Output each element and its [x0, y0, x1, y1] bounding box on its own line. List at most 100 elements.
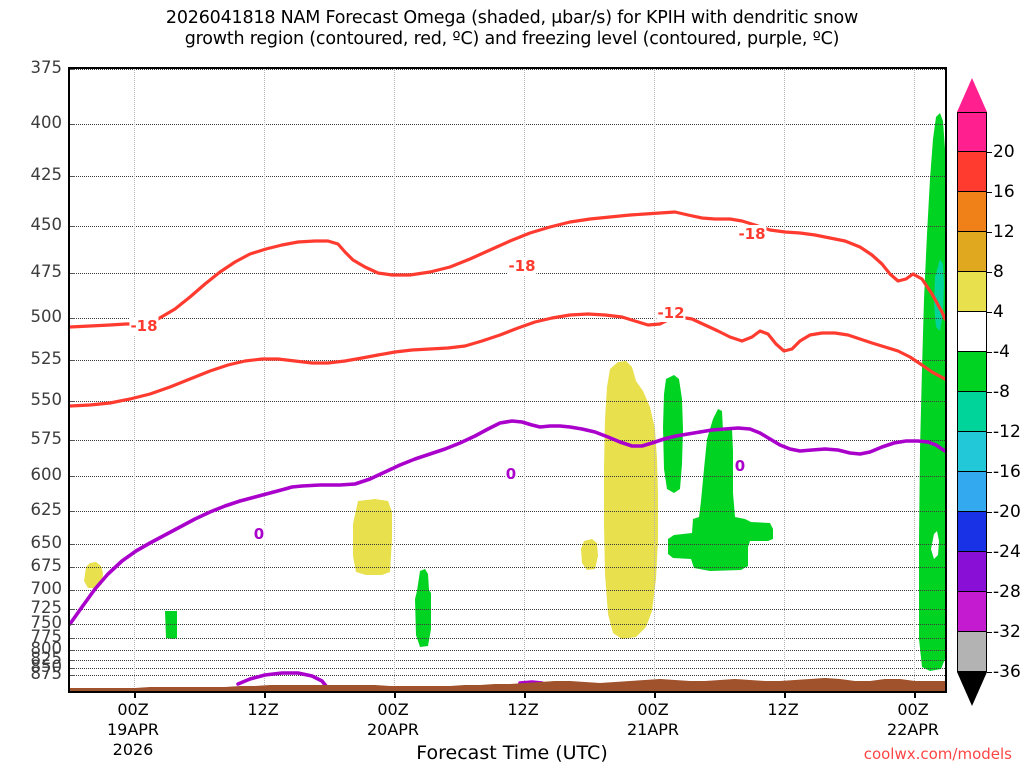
- y-axis-tick: [70, 175, 75, 177]
- colorbar-tick: [987, 352, 992, 353]
- y-axis-tick: [70, 675, 75, 677]
- gridline-horizontal: [70, 659, 945, 661]
- colorbar-under-arrow: [957, 672, 987, 706]
- gridline-horizontal: [70, 638, 945, 640]
- gridline-horizontal: [70, 401, 945, 403]
- colorbar-band: [957, 432, 987, 472]
- contour-purple-surface: [236, 671, 328, 688]
- colorbar-tick: [987, 232, 992, 233]
- y-axis-tick: [70, 273, 75, 275]
- colorbar-label: 4: [993, 302, 1004, 322]
- y-axis-label: 825: [30, 648, 63, 668]
- omega-region-green-b: [415, 569, 431, 647]
- gridline-horizontal: [70, 360, 945, 362]
- y-axis-label: 775: [30, 627, 63, 647]
- gridline-horizontal: [70, 175, 945, 177]
- y-axis-tick: [70, 590, 75, 592]
- chart-title-line1: 2026041818 NAM Forecast Omega (shaded, μ…: [165, 8, 859, 28]
- gridline-horizontal: [70, 225, 945, 227]
- y-axis-label: 875: [30, 664, 63, 684]
- y-axis-label: 700: [30, 579, 63, 599]
- colorbar-band: [957, 552, 987, 592]
- contour-red-upper: [70, 210, 945, 329]
- gridline-vertical: [134, 69, 135, 691]
- gridline-horizontal: [70, 439, 945, 441]
- y-axis-label: 500: [30, 306, 63, 326]
- contour-label-purple: 0: [733, 457, 747, 475]
- gridline-vertical: [264, 69, 265, 691]
- colorbar-band: [957, 112, 987, 152]
- colorbar-tick: [987, 512, 992, 513]
- gridline-vertical: [394, 69, 395, 691]
- colorbar-band: [957, 512, 987, 552]
- colorbar-band: [957, 392, 987, 432]
- y-axis-label: 725: [30, 597, 63, 617]
- colorbar-band: [957, 312, 987, 352]
- colorbar-band: [957, 192, 987, 232]
- y-axis-tick: [70, 638, 75, 640]
- y-axis-tick: [70, 360, 75, 362]
- x-axis-tick: [394, 691, 396, 698]
- terrain-band: [70, 678, 945, 691]
- omega-region-yellow-c: [581, 539, 598, 570]
- contour-label-purple: 0: [504, 465, 518, 483]
- omega-region-green-c: [663, 375, 773, 571]
- gridline-vertical: [524, 69, 525, 691]
- colorbar-label: -20: [993, 502, 1021, 522]
- gridline-horizontal: [70, 123, 945, 125]
- x-axis-label: 00Z 22APR: [886, 700, 940, 739]
- gridline-horizontal: [70, 675, 945, 677]
- y-axis-label: 800: [30, 638, 63, 658]
- y-axis-label: 850: [30, 656, 63, 676]
- y-axis-label: 675: [30, 555, 63, 575]
- gridline-horizontal: [70, 590, 945, 592]
- x-axis-label: 00Z 19APR 2026: [106, 700, 160, 759]
- x-axis-label: 00Z 20APR: [366, 700, 420, 739]
- x-axis-tick: [914, 691, 916, 698]
- y-axis-label: 425: [30, 164, 63, 184]
- colorbar-label: 12: [993, 222, 1015, 242]
- x-axis-tick: [784, 691, 786, 698]
- y-axis-label: 750: [30, 613, 63, 633]
- x-axis-label: 12Z: [247, 700, 279, 719]
- y-axis-tick: [70, 667, 75, 669]
- colorbar-band: [957, 592, 987, 632]
- dendritic-snow-growth-contours: [70, 210, 945, 408]
- colorbar-label: -4: [993, 342, 1010, 362]
- gridline-vertical: [914, 69, 915, 691]
- y-axis-label: 550: [30, 390, 63, 410]
- contour-label-purple: 0: [252, 525, 266, 543]
- colorbar-tick: [987, 552, 992, 553]
- colorbar-tick: [987, 432, 992, 433]
- colorbar-label: -8: [993, 382, 1010, 402]
- x-axis-title: Forecast Time (UTC): [416, 742, 608, 764]
- contour-label-red: -18: [507, 257, 537, 275]
- credit-watermark: coolwx.com/models: [863, 745, 1012, 763]
- y-axis-label: 625: [30, 500, 63, 520]
- y-axis-tick: [70, 659, 75, 661]
- colorbar-band: [957, 472, 987, 512]
- gridline-horizontal: [70, 667, 945, 669]
- colorbar-band: [957, 632, 987, 672]
- omega-region-yellow-a: [84, 562, 103, 588]
- y-axis-label: 525: [30, 349, 63, 369]
- gridline-horizontal: [70, 608, 945, 610]
- y-axis-tick: [70, 123, 75, 125]
- x-axis-label: 00Z 21APR: [626, 700, 680, 739]
- y-axis-tick: [70, 401, 75, 403]
- colorbar-label: 16: [993, 182, 1015, 202]
- omega-region-yellow-b: [353, 499, 392, 575]
- y-axis-label: 475: [30, 262, 63, 282]
- gridline-horizontal: [70, 649, 945, 651]
- terrain-fill: [70, 678, 945, 691]
- colorbar-over-arrow: [957, 78, 987, 112]
- omega-region-yellow-d: [604, 361, 658, 639]
- contour-label-red: -12: [656, 304, 686, 322]
- gridline-horizontal: [70, 544, 945, 546]
- x-axis-tick: [524, 691, 526, 698]
- colorbar-tick: [987, 192, 992, 193]
- x-axis-tick: [654, 691, 656, 698]
- x-axis-tick: [134, 691, 136, 698]
- contour-red-lower: [70, 312, 945, 408]
- y-axis-label: 600: [30, 465, 63, 485]
